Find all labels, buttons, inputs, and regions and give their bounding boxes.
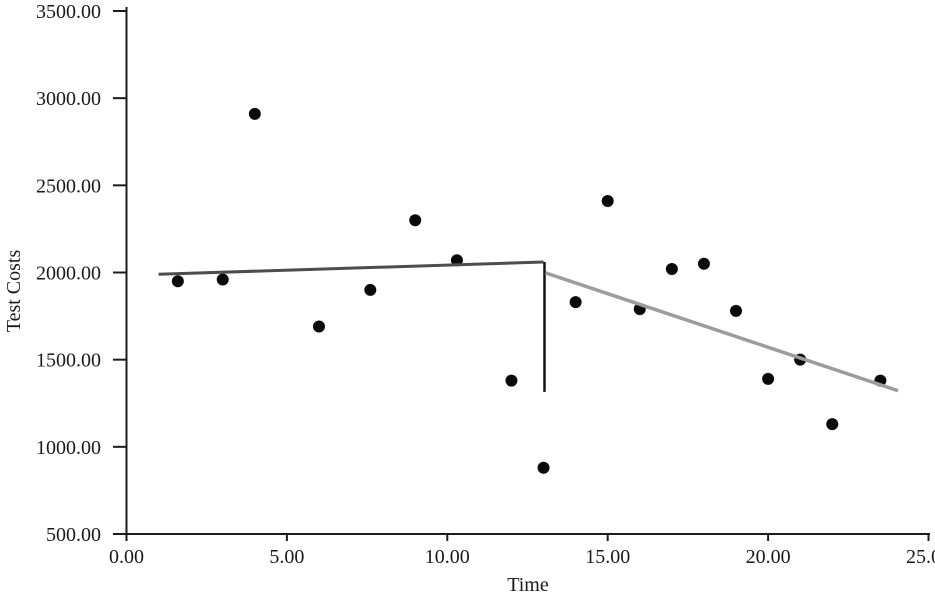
data-point bbox=[601, 195, 614, 208]
y-tick-label: 500.00 bbox=[46, 524, 101, 546]
data-point bbox=[248, 107, 261, 120]
y-axis-title: Test Costs bbox=[3, 249, 25, 333]
data-point bbox=[312, 320, 325, 333]
data-point bbox=[505, 374, 518, 387]
y-tick-label: 1000.00 bbox=[36, 437, 101, 459]
data-point bbox=[537, 461, 550, 474]
pre-trend-line bbox=[158, 260, 544, 276]
data-point bbox=[730, 304, 743, 317]
x-tick-label: 15.00 bbox=[585, 546, 630, 568]
data-point bbox=[762, 372, 775, 385]
x-tick-label: 20.00 bbox=[746, 546, 791, 568]
data-point bbox=[826, 418, 839, 431]
y-tick-label: 2500.00 bbox=[36, 175, 101, 197]
data-point bbox=[665, 263, 678, 276]
post-trend-line bbox=[544, 271, 899, 393]
x-axis-title: Time bbox=[507, 574, 549, 596]
y-tick-label: 2000.00 bbox=[36, 263, 101, 285]
y-tick-label: 3000.00 bbox=[36, 88, 101, 110]
y-tick-label: 3500.00 bbox=[36, 1, 101, 23]
data-point bbox=[697, 257, 710, 270]
data-point bbox=[171, 275, 184, 288]
data-point bbox=[216, 273, 229, 286]
x-tick-label: 0.00 bbox=[109, 546, 144, 568]
x-tick-label: 5.00 bbox=[269, 546, 304, 568]
y-tick-label: 1500.00 bbox=[36, 350, 101, 372]
x-tick-label: 10.00 bbox=[425, 546, 470, 568]
data-point bbox=[569, 296, 582, 309]
data-point bbox=[409, 214, 422, 227]
x-tick-label: 25.00 bbox=[906, 546, 935, 568]
data-point bbox=[364, 283, 377, 296]
